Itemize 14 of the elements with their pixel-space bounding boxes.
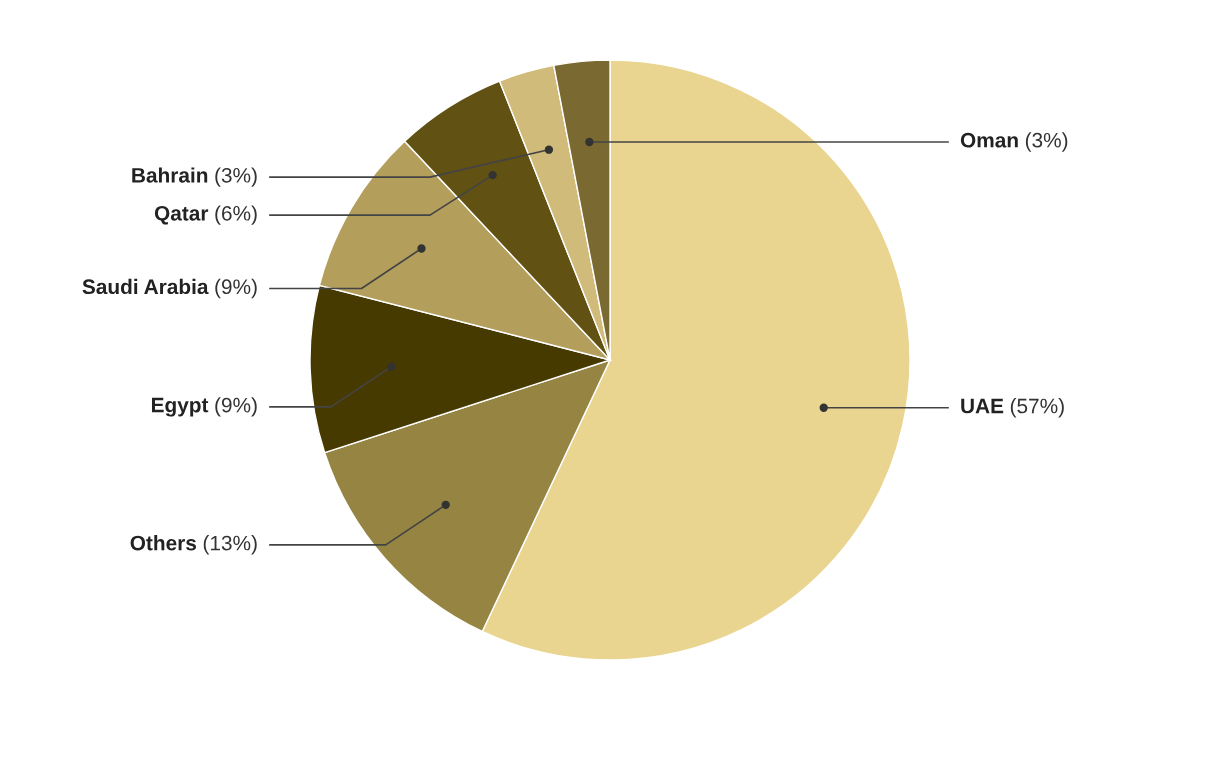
data-label: (3%) bbox=[215, 167, 257, 187]
slice-label: UAE bbox=[961, 398, 1004, 414]
slice-label: Oman bbox=[960, 132, 1018, 148]
slice-label: Egypt bbox=[151, 397, 209, 417]
slice-label: Saudi Arabia bbox=[82, 278, 209, 295]
slice-label: Qatar bbox=[154, 205, 209, 225]
slice-label: Others bbox=[130, 535, 197, 551]
data-label: (6%) bbox=[215, 205, 257, 225]
data-label: (9%) bbox=[215, 397, 257, 417]
data-label: (13%) bbox=[203, 535, 257, 555]
data-label: (9%) bbox=[215, 278, 257, 299]
data-label: (57%) bbox=[1010, 398, 1064, 418]
data-label: (3%) bbox=[1025, 132, 1068, 152]
slice-label: Bahrain bbox=[132, 167, 208, 183]
